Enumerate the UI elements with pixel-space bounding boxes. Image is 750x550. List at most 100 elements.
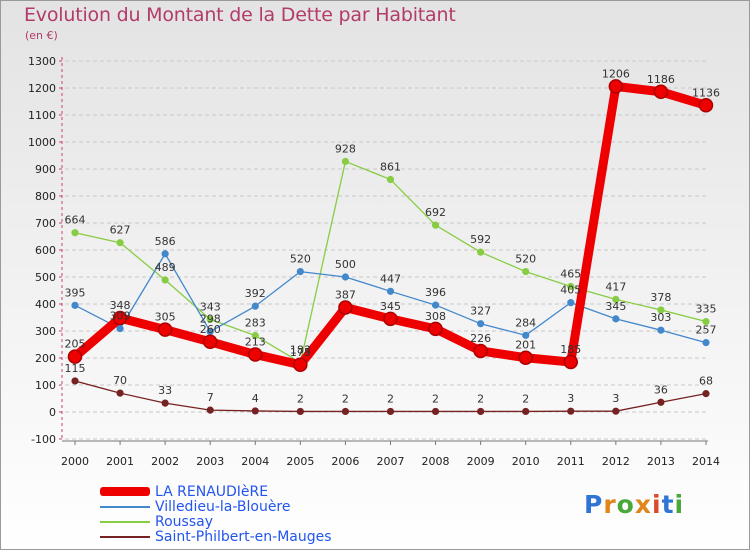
data-label: 309: [110, 310, 131, 323]
logo-letter: o: [616, 490, 635, 519]
y-tick-label: 200: [35, 352, 56, 365]
data-label: 348: [110, 299, 131, 312]
data-point: [702, 317, 710, 326]
data-point: [431, 301, 440, 309]
data-point: [71, 377, 79, 385]
data-label: 1136: [692, 86, 720, 99]
y-tick-label: 300: [35, 325, 56, 338]
data-label: 257: [695, 324, 716, 337]
data-point: [157, 322, 173, 337]
data-label: 928: [335, 142, 356, 155]
y-tick-label: 0: [49, 406, 56, 419]
data-point: [608, 79, 624, 94]
data-label: 7: [207, 391, 214, 404]
legend-label: Saint-Philbert-en-Mauges: [155, 529, 332, 545]
y-tick-label: 900: [35, 163, 56, 176]
data-label: 33: [158, 384, 172, 397]
x-tick-label: 2003: [196, 455, 224, 468]
y-tick-label: 700: [35, 217, 56, 230]
x-tick-label: 2009: [467, 455, 495, 468]
legend-label: Villedieu-la-Blouère: [155, 499, 291, 515]
data-point: [116, 389, 124, 397]
data-point: [338, 300, 353, 315]
data-point: [428, 321, 443, 337]
data-point: [431, 221, 440, 229]
data-point: [112, 310, 128, 326]
data-label: 284: [515, 316, 536, 329]
logo-letter: t: [661, 490, 675, 519]
data-point: [477, 407, 485, 416]
logo-letter: P: [584, 490, 604, 519]
data-point: [473, 343, 488, 359]
x-tick-label: 2013: [647, 455, 675, 468]
legend-swatch: [100, 521, 150, 523]
y-tick-label: 600: [35, 244, 56, 257]
data-point: [161, 250, 169, 258]
x-tick-label: 2004: [241, 455, 269, 468]
data-label: 396: [425, 286, 446, 299]
data-label: 3: [612, 392, 619, 405]
data-point: [657, 306, 665, 314]
legend-item-saint-philbert: Saint-Philbert-en-Mauges: [100, 529, 360, 545]
logo-letter: i: [652, 490, 662, 519]
x-tick-label: 2005: [286, 455, 314, 468]
x-tick-label: 2006: [331, 455, 359, 468]
data-label: 2: [477, 392, 484, 405]
data-point: [657, 398, 665, 406]
data-label: 392: [245, 287, 266, 300]
data-label: 226: [470, 332, 491, 345]
data-label: 592: [470, 233, 491, 246]
data-point: [612, 315, 620, 323]
data-point: [341, 157, 350, 166]
chart-unit-label: (en €): [25, 29, 58, 42]
data-point: [702, 339, 710, 347]
data-label: 308: [425, 310, 446, 323]
data-label: 2: [522, 392, 529, 405]
proxiti-logo: Proxiti: [584, 490, 684, 519]
x-tick-label: 2012: [602, 455, 630, 468]
data-label: 417: [605, 280, 626, 293]
data-label: 201: [515, 339, 536, 352]
data-label: 185: [560, 343, 581, 356]
legend-item-la-renaudiere: LA RENAUDIèRE: [100, 484, 360, 500]
data-label: 4: [252, 392, 259, 405]
data-label: 405: [560, 284, 581, 297]
data-label: 3: [567, 392, 574, 405]
axes: -100 0 100 200 300 400 500 600 700 800 900 1000 1100…: [28, 55, 720, 468]
data-point: [116, 239, 124, 247]
data-label: 335: [695, 303, 716, 316]
data-point: [612, 295, 620, 304]
data-label: 305: [155, 311, 176, 324]
data-label: 500: [335, 258, 356, 271]
data-label: 2: [387, 392, 394, 405]
y-tick-label: 400: [35, 298, 56, 311]
data-point: [67, 349, 83, 364]
data-label: 2: [432, 392, 439, 405]
y-tick-label: -100: [31, 433, 56, 446]
data-point: [477, 320, 485, 328]
x-tick-label: 2014: [692, 455, 720, 468]
data-point: [251, 331, 259, 340]
data-label: 283: [245, 317, 266, 330]
data-point: [71, 301, 79, 309]
data-point: [341, 273, 350, 281]
data-point: [202, 334, 218, 350]
x-tick-label: 2007: [376, 455, 404, 468]
data-label: 345: [380, 300, 401, 313]
logo-letter: x: [634, 490, 652, 519]
data-point: [206, 315, 214, 323]
data-point: [698, 98, 714, 113]
data-label: 36: [654, 383, 668, 396]
data-label: 378: [650, 291, 671, 304]
data-point: [386, 407, 395, 416]
legend-item-roussay: Roussay: [100, 514, 360, 530]
logo-letter: r: [603, 490, 617, 519]
x-tick-label: 2011: [557, 455, 585, 468]
data-label: 260: [200, 323, 221, 336]
y-tick-label: 100: [35, 379, 56, 392]
data-label: 861: [380, 161, 401, 174]
series-lines: [67, 79, 714, 416]
data-label: 327: [470, 305, 491, 318]
data-point: [477, 248, 485, 256]
